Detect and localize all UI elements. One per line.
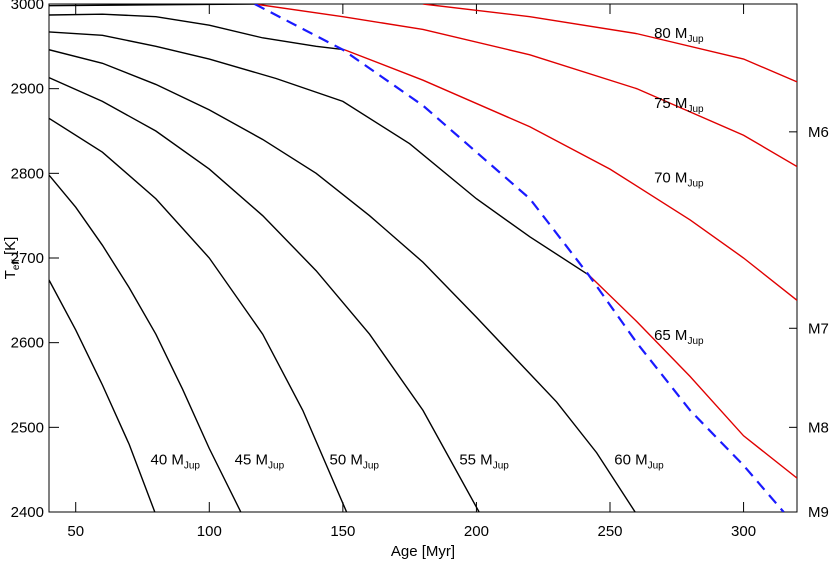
y-tick-label: 2900 bbox=[11, 81, 44, 98]
series-line bbox=[49, 4, 255, 7]
series-line bbox=[49, 174, 242, 512]
annotation-sub: Jup bbox=[687, 336, 704, 347]
annotation: 75 MJup bbox=[654, 95, 704, 115]
series-line bbox=[49, 49, 636, 512]
series-line bbox=[49, 77, 480, 512]
y-tick-label: 2500 bbox=[11, 419, 44, 436]
y-tick-label: 3000 bbox=[11, 0, 44, 13]
annotation: 45 MJup bbox=[235, 452, 285, 472]
annotation-text: 70 M bbox=[654, 170, 687, 187]
y2-tick-label: M9 bbox=[808, 504, 829, 521]
x-tick-label: 100 bbox=[197, 523, 222, 540]
annotation-sub: Jup bbox=[363, 461, 380, 472]
series-line bbox=[344, 49, 797, 301]
annotation: 55 MJup bbox=[459, 452, 509, 472]
y-label-unit: [K] bbox=[2, 237, 19, 260]
annotation: 60 MJup bbox=[614, 452, 664, 472]
series-line bbox=[254, 4, 785, 512]
y-tick-label: 2600 bbox=[11, 335, 44, 352]
annotation: 80 MJup bbox=[654, 25, 704, 45]
annotation: 70 MJup bbox=[654, 170, 704, 190]
series-line bbox=[588, 274, 797, 479]
annotation-text: 65 M bbox=[654, 327, 687, 344]
x-tick-label: 250 bbox=[597, 523, 622, 540]
series-line bbox=[254, 4, 797, 168]
annotation: 65 MJup bbox=[654, 327, 704, 347]
annotation: 40 MJup bbox=[151, 452, 201, 472]
y-tick-label: 2400 bbox=[11, 504, 44, 521]
annotation-text: 80 M bbox=[654, 25, 687, 42]
series-line bbox=[49, 117, 348, 512]
series-line bbox=[422, 4, 797, 83]
annotation-text: 75 M bbox=[654, 95, 687, 112]
x-axis-label: Age [Myr] bbox=[391, 543, 455, 560]
annotation-sub: Jup bbox=[687, 34, 704, 45]
x-tick-label: 150 bbox=[330, 523, 355, 540]
annotation-sub: Jup bbox=[184, 461, 201, 472]
annotation-text: 50 M bbox=[330, 452, 363, 469]
series-line bbox=[49, 13, 345, 51]
y-tick-label: 2700 bbox=[11, 250, 44, 267]
y-axis-label: Teff [K] bbox=[2, 237, 22, 280]
annotation-text: 40 M bbox=[151, 452, 184, 469]
y2-tick-label: M7 bbox=[808, 320, 829, 337]
y-tick-label: 2800 bbox=[11, 165, 44, 182]
annotation-sub: Jup bbox=[493, 461, 510, 472]
x-tick-label: 200 bbox=[464, 523, 489, 540]
annotation-sub: Jup bbox=[687, 104, 704, 115]
annotation: 50 MJup bbox=[330, 452, 380, 472]
y2-tick-label: M6 bbox=[808, 124, 829, 141]
y-label-main: T bbox=[2, 270, 19, 279]
x-tick-label: 300 bbox=[731, 523, 756, 540]
annotation-text: 55 M bbox=[459, 452, 492, 469]
annotation-sub: Jup bbox=[687, 179, 704, 190]
annotation-text: 45 M bbox=[235, 452, 268, 469]
y-label-sub: eff bbox=[11, 259, 22, 270]
annotation-text: 60 M bbox=[614, 452, 647, 469]
x-tick-label: 50 bbox=[67, 523, 84, 540]
annotation-sub: Jup bbox=[268, 461, 285, 472]
series-line bbox=[49, 279, 156, 512]
annotation-sub: Jup bbox=[648, 461, 665, 472]
series-line bbox=[49, 31, 590, 276]
y2-tick-label: M8 bbox=[808, 419, 829, 436]
